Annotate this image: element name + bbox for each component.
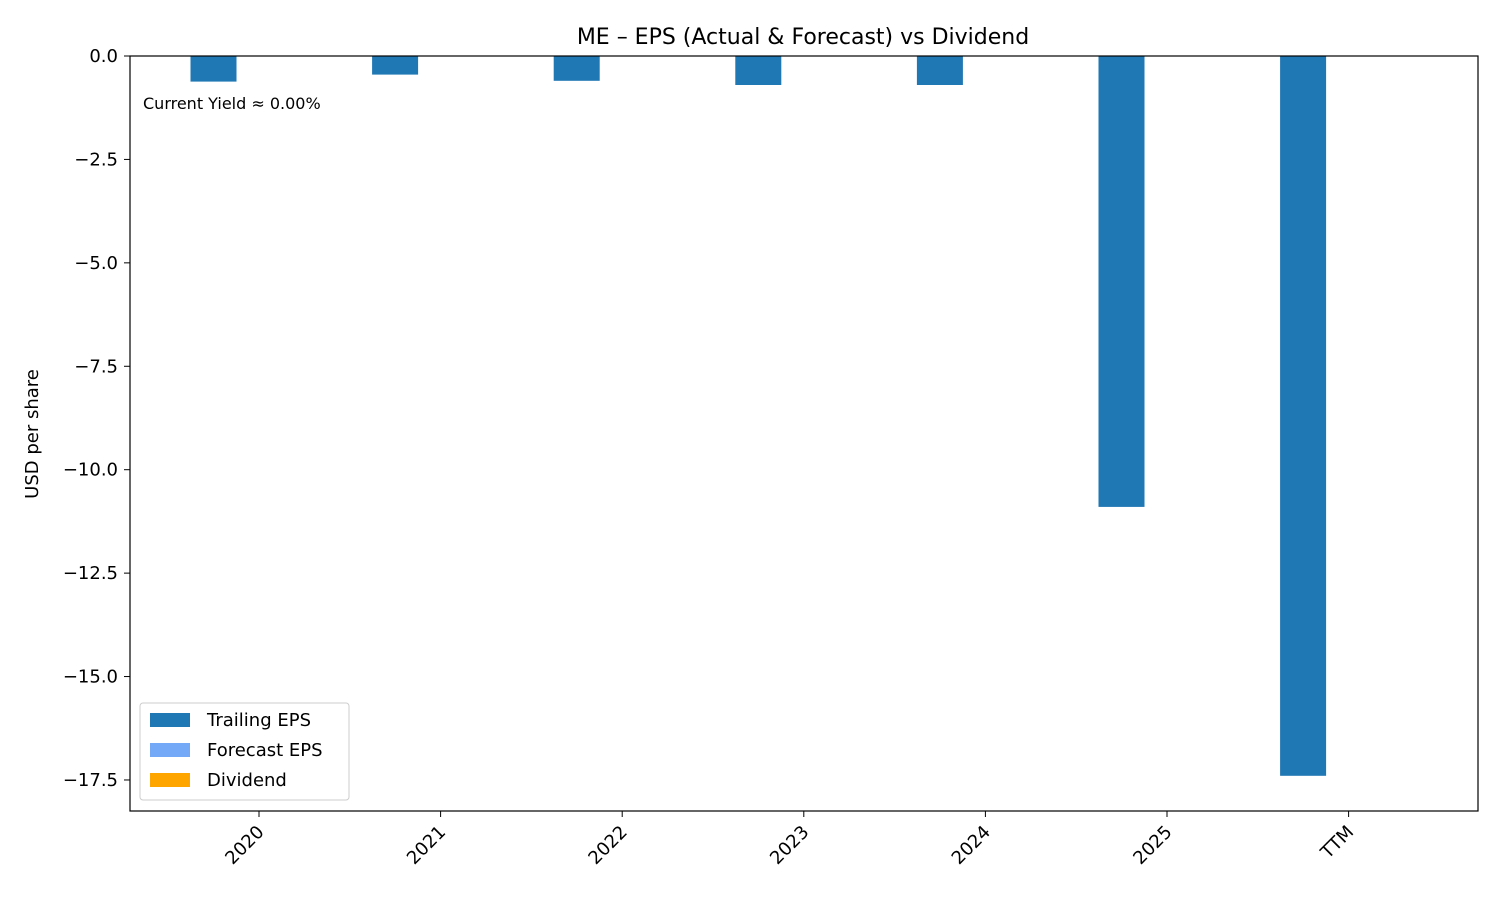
y-tick-label: −17.5 (63, 770, 118, 791)
plot-frame (129, 55, 1479, 812)
chart-title: ME – EPS (Actual & Forecast) vs Dividend (577, 25, 1029, 50)
legend-box (139, 702, 350, 801)
legend-label: Trailing EPS (206, 710, 311, 731)
current-yield-annotation: Current Yield ≈ 0.00% (143, 94, 321, 113)
y-tick-label: −2.5 (74, 149, 118, 170)
bar-trailing-eps-2020 (190, 56, 237, 82)
y-tick-label: −7.5 (74, 356, 118, 377)
bars-layer (190, 56, 1327, 776)
bar-trailing-eps-ttm (1280, 56, 1327, 776)
legend-swatch (150, 773, 190, 787)
legend: Trailing EPS Forecast EPS Dividend (139, 702, 350, 801)
y-tick-label: 0.0 (89, 46, 118, 67)
y-tick-label: −5.0 (74, 253, 118, 274)
legend-swatch (150, 743, 190, 757)
y-axis-label: USD per share (22, 369, 43, 499)
y-axis: 0.0 −2.5 −5.0 −7.5 −10.0 −12.5 −15.0 −17.5 (63, 46, 130, 791)
y-tick-label: −12.5 (63, 563, 118, 584)
y-tick-label: −10.0 (63, 460, 118, 481)
bar-trailing-eps-2025 (1098, 56, 1145, 507)
legend-label: Dividend (207, 770, 287, 791)
bar-trailing-eps-2021 (372, 56, 419, 75)
bar-trailing-eps-2024 (916, 56, 963, 85)
bar-trailing-eps-2023 (735, 56, 782, 85)
bar-trailing-eps-2022 (553, 56, 600, 81)
y-tick-label: −15.0 (63, 667, 118, 688)
legend-swatch (150, 713, 190, 727)
legend-label: Forecast EPS (207, 740, 323, 761)
